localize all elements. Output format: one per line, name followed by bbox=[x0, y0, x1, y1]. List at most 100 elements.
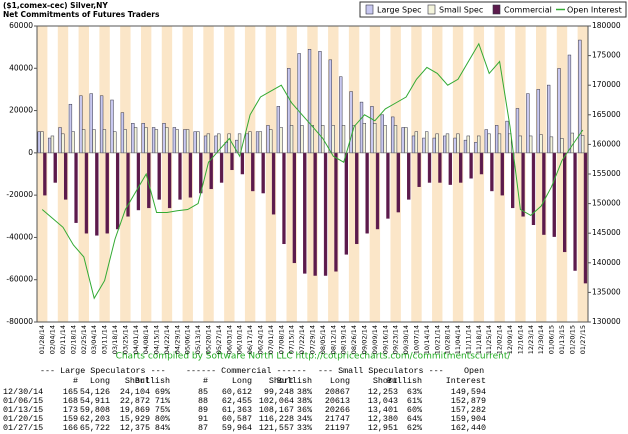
x-tick-label: 12/09/14 bbox=[506, 325, 514, 354]
bar bbox=[157, 152, 161, 200]
x-tick-label: 06/17/14 bbox=[246, 325, 254, 354]
legend-swatch bbox=[492, 4, 501, 15]
bar bbox=[99, 95, 104, 154]
x-tick-label: 11/25/14 bbox=[485, 325, 493, 354]
bar bbox=[526, 93, 530, 154]
stripe bbox=[348, 26, 360, 322]
x-tick-label: 10/28/14 bbox=[444, 325, 452, 354]
bar bbox=[560, 138, 564, 154]
table-cell: 108,167 bbox=[259, 405, 294, 415]
table-header: Bullish bbox=[387, 376, 422, 386]
bar bbox=[438, 152, 442, 183]
stripe bbox=[203, 26, 214, 322]
x-tick-label: 08/12/14 bbox=[329, 325, 337, 354]
x-tick-label: 09/09/14 bbox=[371, 325, 379, 354]
y2-tick-label: 150000 bbox=[592, 199, 621, 208]
table-cell: 54,911 bbox=[80, 396, 110, 406]
x-tick-label: 11/04/14 bbox=[454, 325, 462, 354]
bar bbox=[230, 152, 234, 171]
bar bbox=[463, 139, 468, 154]
table-cell: 62,203 bbox=[80, 414, 110, 424]
x-tick-label: 01/28/14 bbox=[38, 325, 46, 354]
bar bbox=[240, 152, 245, 175]
bar bbox=[331, 125, 335, 154]
x-tick-label: 03/25/14 bbox=[121, 325, 129, 354]
table-cell: 22,872 bbox=[120, 396, 150, 406]
bar bbox=[271, 152, 276, 215]
table-cell: 102,064 bbox=[259, 396, 294, 406]
table-cell: 168 bbox=[63, 396, 78, 406]
x-tick-label: 02/11/14 bbox=[59, 325, 67, 354]
stripe bbox=[515, 26, 526, 322]
table-cell: 38% bbox=[297, 387, 313, 397]
bar bbox=[323, 152, 328, 276]
bar bbox=[414, 131, 418, 154]
bar bbox=[50, 135, 55, 154]
stripe bbox=[244, 26, 256, 322]
table-cell: 59,808 bbox=[80, 405, 110, 415]
table-cell: 99,248 bbox=[264, 387, 294, 397]
bar bbox=[536, 89, 540, 154]
stripe bbox=[307, 26, 318, 322]
y2-tick-label: 175000 bbox=[592, 51, 621, 60]
x-tick-label: 02/25/14 bbox=[80, 325, 88, 354]
stripe bbox=[556, 26, 568, 322]
bar bbox=[477, 135, 481, 154]
bar bbox=[162, 123, 166, 154]
bar bbox=[497, 133, 502, 154]
table-cell: 12,253 bbox=[368, 387, 398, 397]
bar bbox=[484, 129, 488, 154]
table-cell: 33% bbox=[297, 423, 313, 433]
bar bbox=[567, 54, 572, 154]
table-cell: 63% bbox=[407, 387, 423, 397]
table-group-header: --- Small Speculators --- bbox=[318, 366, 444, 376]
x-tick-label: 11/18/14 bbox=[475, 325, 483, 354]
bar bbox=[580, 135, 585, 154]
bar bbox=[47, 137, 52, 154]
x-tick-label: 01/20/15 bbox=[568, 325, 576, 354]
stripe bbox=[411, 26, 422, 322]
bar bbox=[393, 125, 398, 154]
bar bbox=[58, 127, 62, 154]
bar bbox=[479, 152, 484, 175]
table-cell: 116,228 bbox=[259, 414, 294, 424]
chart-subtitle: Net Commitments of Futures Traders bbox=[3, 10, 160, 19]
y2-tick-label: 135000 bbox=[592, 287, 621, 296]
bar bbox=[549, 136, 554, 154]
bar bbox=[105, 152, 109, 234]
x-tick-label: 03/04/14 bbox=[90, 325, 98, 354]
x-tick-label: 06/24/14 bbox=[257, 325, 265, 354]
legend-swatch bbox=[427, 4, 436, 15]
bar bbox=[178, 152, 182, 200]
bar bbox=[175, 129, 179, 154]
table-cell: 149,594 bbox=[451, 387, 486, 397]
y2-tick-label: 160000 bbox=[592, 139, 621, 148]
stripe bbox=[432, 26, 443, 322]
bar bbox=[37, 131, 41, 154]
bar bbox=[411, 135, 416, 154]
bar bbox=[113, 131, 117, 154]
bar bbox=[380, 114, 384, 154]
bar bbox=[282, 152, 286, 245]
table-cell: 91 bbox=[198, 414, 208, 424]
stripe bbox=[37, 26, 48, 322]
y2-tick-label: 170000 bbox=[592, 80, 621, 89]
bar bbox=[386, 152, 390, 219]
x-tick-label: 09/30/14 bbox=[402, 325, 410, 354]
bar bbox=[341, 125, 346, 154]
bar bbox=[417, 152, 421, 187]
x-tick-label: 12/23/14 bbox=[527, 325, 535, 354]
stripe bbox=[577, 26, 588, 322]
bar bbox=[123, 129, 127, 154]
table-cell: 20613 bbox=[325, 396, 350, 406]
bar bbox=[224, 142, 229, 154]
x-tick-label: 09/16/14 bbox=[381, 325, 389, 354]
y2-tick-label: 165000 bbox=[592, 110, 621, 119]
bar bbox=[79, 95, 83, 154]
bar bbox=[40, 131, 44, 154]
y-tick-label: 20000 bbox=[9, 106, 33, 115]
bar bbox=[552, 152, 556, 237]
table-cell: 24,104 bbox=[120, 387, 150, 397]
table-cell: 75% bbox=[155, 405, 171, 415]
y2-tick-label: 145000 bbox=[592, 228, 621, 237]
